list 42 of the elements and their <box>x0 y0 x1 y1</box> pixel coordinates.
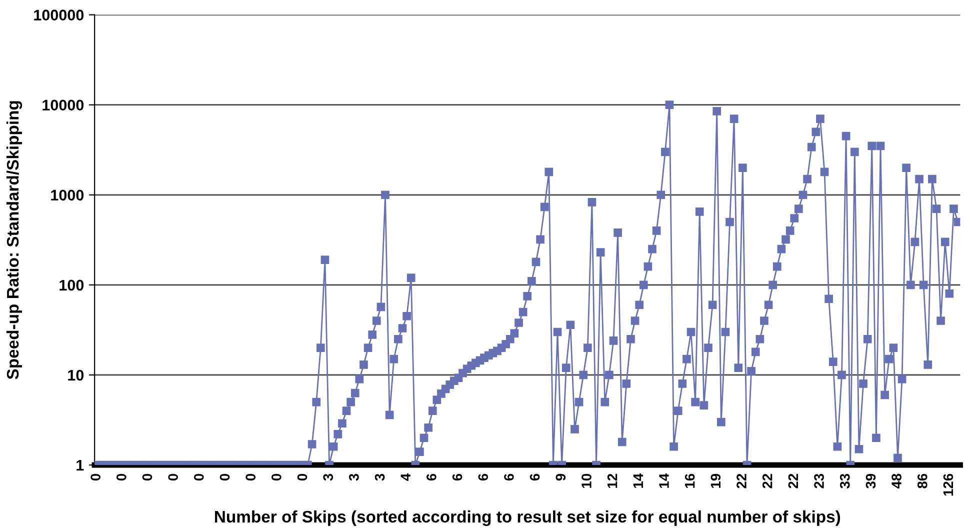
y-tick-label: 1000 <box>51 190 84 201</box>
x-tick-label: 22 <box>788 474 798 488</box>
x-tick-label: 6 <box>426 474 436 481</box>
x-tick-label: 0 <box>246 474 256 480</box>
x-tick-label: 0 <box>194 474 204 480</box>
x-tick-label: 14 <box>659 473 669 488</box>
y-tick-label: 10000 <box>42 100 84 111</box>
y-tick-label: 1 <box>76 460 84 471</box>
x-tick-label: 0 <box>168 474 178 480</box>
x-tick-label: 6 <box>478 474 488 481</box>
x-tick-label: 16 <box>684 474 695 488</box>
x-tick-label: 9 <box>556 474 566 481</box>
y-tick-label: 100000 <box>34 10 84 20</box>
x-tick-label: 22 <box>762 474 772 488</box>
x-tick-label: 0 <box>90 474 100 480</box>
x-axis-title: Number of Skips (sorted according to result set size for equal number of skips) <box>215 510 840 526</box>
x-tick-label: 126 <box>943 474 954 496</box>
x-tick-label: 0 <box>271 474 282 480</box>
y-tick-label: 100 <box>60 280 84 291</box>
x-tick-label: 33 <box>840 474 850 488</box>
x-tick-label: 0 <box>220 474 230 480</box>
x-tick-label: 6 <box>504 474 514 481</box>
x-tick-label: 10 <box>582 474 592 488</box>
x-tick-label: 19 <box>710 474 721 488</box>
x-tick-label: 22 <box>736 474 746 488</box>
x-tick-label: 3 <box>323 474 334 481</box>
x-tick-label: 0 <box>297 474 308 480</box>
x-tick-label: 3 <box>374 474 385 481</box>
x-tick-label: 0 <box>142 474 152 480</box>
x-tick-label: 3 <box>349 474 359 481</box>
y-axis-title: Speed-up Ratio: Standard/Skipping <box>6 101 22 380</box>
x-tick-label: 39 <box>866 474 876 488</box>
x-tick-label: 4 <box>400 473 410 481</box>
x-tick-label: 6 <box>452 474 462 481</box>
x-tick-label: 86 <box>917 474 928 488</box>
x-tick-label: 23 <box>814 474 824 488</box>
x-tick-label: 14 <box>633 473 643 488</box>
x-tick-label: 6 <box>530 474 540 481</box>
x-tick-label: 12 <box>607 474 618 488</box>
x-tick-label: 0 <box>116 474 126 480</box>
y-tick-label: 10 <box>68 370 84 381</box>
x-tick-label: 48 <box>892 474 902 489</box>
